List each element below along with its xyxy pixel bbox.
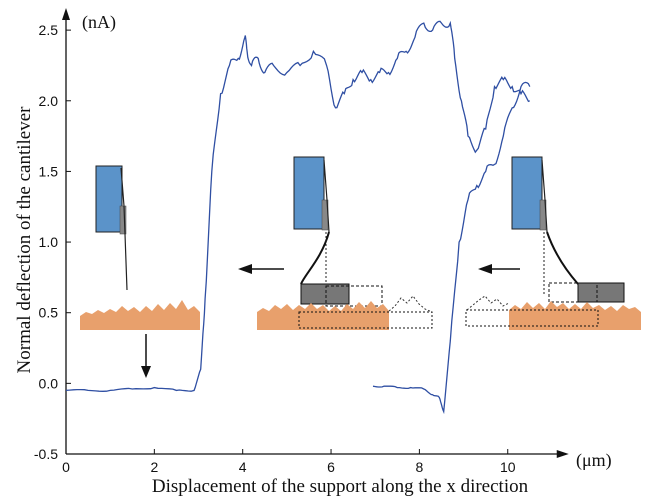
x-tick-label: 4 [239, 459, 247, 475]
x-unit-label: (μm) [576, 450, 612, 471]
axes: -0.5 0.0 0.5 1.0 1.5 2.0 2.5 0 2 4 6 8 10 [34, 8, 569, 475]
x-tick-label: 0 [62, 459, 70, 475]
schematic-illustrations [80, 156, 641, 378]
y-tick-label: 2.0 [39, 93, 59, 109]
y-tick-label: 2.5 [39, 22, 59, 38]
x-tick-label: 2 [150, 459, 158, 475]
y-tick-label: 0.5 [39, 305, 59, 321]
y-tick-label: 0.0 [39, 375, 59, 391]
cantilever-schematic-left [80, 165, 200, 378]
y-tick-label: -0.5 [34, 446, 58, 462]
plot-lines [65, 20, 531, 415]
y-tick-label: 1.5 [39, 163, 59, 179]
down-arrow [141, 334, 151, 378]
cantilever-schematic-right [465, 156, 641, 330]
x-axis-title: Displacement of the support along the x … [152, 476, 529, 497]
x-axis-arrow [556, 450, 569, 458]
y-unit-label: (nA) [82, 12, 116, 33]
left-arrow-right [478, 264, 520, 274]
cantilever-schematic-middle [238, 156, 433, 330]
y-tick-label: 1.0 [39, 234, 59, 250]
substrate-left [80, 300, 200, 330]
left-arrow-middle [238, 264, 284, 274]
x-tick-label: 6 [327, 459, 335, 475]
series-line [65, 20, 531, 392]
y-axis-title: Normal deflection of the cantilever [14, 106, 35, 374]
x-tick-label: 10 [500, 459, 516, 475]
y-axis-arrow [62, 8, 70, 20]
x-tick-label: 8 [415, 459, 423, 475]
series-line [372, 81, 531, 415]
